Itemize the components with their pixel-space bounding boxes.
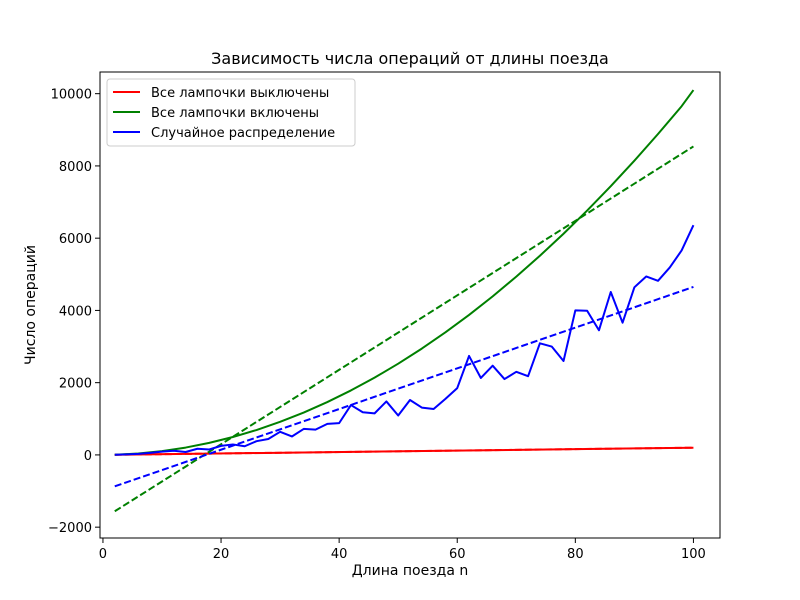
chart-title: Зависимость числа операций от длины поез… [211,49,609,68]
x-axis-label: Длина поезда n [352,563,469,579]
y-tick-label: 2000 [59,377,92,392]
series-line-3-trend [114,145,694,513]
series-layer [114,89,695,513]
y-tick-label: 0 [84,449,92,464]
y-tick-label: 6000 [59,232,92,247]
series-line-4 [114,224,695,456]
legend: Все лампочки выключены Все лампочки включ… [106,78,356,147]
x-tick-label: 60 [449,547,466,562]
y-tick-label: −2000 [48,521,92,536]
legend-label: Случайное распределение [151,126,335,141]
y-axis-label: Число операций [23,245,39,365]
legend-label: Все лампочки включены [151,106,319,121]
legend-label: Все лампочки выключены [151,86,329,101]
y-tick-label: 8000 [59,160,92,175]
x-tick-label: 20 [213,547,230,562]
plot-frame [99,71,721,539]
x-tick-label: 100 [681,547,706,562]
x-axis-ticks: 0 20 40 60 80 100 [99,538,706,562]
x-tick-label: 40 [331,547,348,562]
y-tick-label: 4000 [59,304,92,319]
series-line-2 [114,89,695,456]
y-axis-ticks: −2000 0 2000 4000 6000 8000 10000 [48,88,100,536]
y-tick-label: 10000 [51,88,92,103]
x-tick-label: 80 [567,547,584,562]
x-tick-label: 0 [99,547,107,562]
legend-frame [106,78,356,147]
series-line-5-trend [114,285,694,488]
plot-area: 0 20 40 60 80 100 −2000 0 2000 4000 6000 8000 10000 [48,71,721,562]
